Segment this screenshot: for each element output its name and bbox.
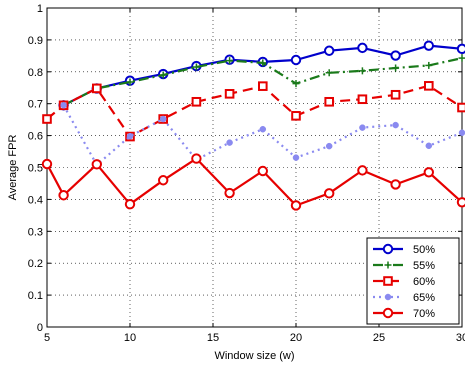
legend: 50% 55% 60% 65% 70% (366, 237, 460, 325)
data-point (258, 81, 268, 91)
data-point (324, 45, 335, 56)
data-point (159, 115, 167, 123)
data-point (458, 129, 465, 136)
data-point (456, 197, 465, 208)
data-point (259, 59, 267, 67)
data-point (191, 96, 202, 107)
x-tick-label: 30 (456, 332, 465, 344)
data-point (384, 261, 392, 269)
x-tick-label: 20 (290, 332, 302, 344)
data-point (425, 142, 433, 150)
series-line (46, 84, 463, 138)
series-0 (58, 40, 465, 111)
data-point (358, 67, 366, 75)
data-point (325, 69, 333, 77)
data-point (126, 132, 134, 140)
data-point (392, 121, 399, 129)
data-point (456, 43, 465, 55)
y-tick-label: 1 (37, 3, 43, 15)
series-line (63, 44, 463, 107)
data-point (259, 125, 267, 133)
data-point (192, 63, 200, 71)
series-lines (41, 40, 465, 211)
x-tick-label: 25 (373, 332, 385, 344)
data-point (257, 165, 268, 177)
y-tick-label: 0.5 (28, 163, 43, 175)
y-tick-label: 0.6 (28, 131, 43, 143)
data-point (60, 102, 67, 109)
series-4 (41, 153, 465, 211)
data-point (359, 124, 366, 131)
y-tick-label: 0.4 (28, 194, 43, 206)
data-point (382, 243, 394, 255)
y-tick-label: 0.8 (28, 67, 43, 79)
data-point (224, 187, 235, 199)
data-point (58, 190, 69, 201)
data-point (357, 94, 368, 105)
data-point (357, 165, 368, 176)
legend-item: 65% (373, 292, 435, 304)
data-point (457, 102, 465, 113)
data-point (324, 96, 334, 107)
y-tick-label: 0.7 (28, 99, 43, 111)
data-point (324, 188, 335, 199)
data-point (290, 54, 302, 66)
data-point (384, 293, 392, 301)
legend-item: 70% (373, 307, 435, 320)
data-point (423, 40, 434, 51)
legend-label: 65% (413, 292, 435, 304)
data-point (191, 153, 202, 164)
x-tick-label: 15 (207, 332, 219, 344)
data-point (458, 54, 465, 62)
data-point (383, 276, 393, 286)
y-tick-label: 0.3 (28, 226, 43, 238)
data-point (424, 81, 434, 91)
legend-item: 60% (373, 276, 435, 288)
data-point (124, 198, 136, 210)
legend-label: 70% (413, 308, 435, 320)
data-point (41, 158, 53, 170)
x-tick-label: 10 (124, 332, 136, 344)
data-point (357, 42, 368, 54)
x-axis-label: Window size (w) (214, 350, 294, 362)
series-line (62, 104, 463, 166)
data-point (291, 111, 301, 121)
data-point (159, 71, 167, 79)
data-point (42, 114, 52, 124)
data-point (392, 64, 400, 72)
data-point (390, 89, 401, 100)
data-point (226, 139, 233, 146)
y-tick-label: 0 (37, 322, 43, 334)
data-point (423, 167, 434, 178)
series-line (46, 157, 463, 207)
data-point (390, 179, 401, 190)
data-point (158, 175, 169, 186)
y-tick-label: 0.2 (28, 258, 43, 270)
data-point (390, 50, 401, 61)
legend-item: 50% (373, 243, 435, 256)
data-point (224, 89, 235, 99)
data-point (292, 154, 300, 161)
data-point (92, 83, 102, 94)
y-tick-label: 0.1 (28, 290, 43, 302)
series-2 (42, 81, 465, 142)
data-point (226, 57, 234, 65)
data-point (325, 142, 333, 150)
legend-label: 55% (413, 260, 435, 272)
legend-item: 55% (373, 260, 435, 272)
y-axis-label: Average FPR (7, 135, 19, 201)
legend-label: 50% (413, 244, 435, 256)
x-tick-label: 5 (44, 332, 50, 344)
y-tick-label: 0.9 (28, 35, 43, 47)
data-point (91, 159, 103, 170)
data-point (126, 78, 134, 86)
axis-ticks: 5 10 15 20 25 30 0 0.1 0.2 0.3 0.4 0.5 0.6 0.7 0.8 0.9 1 (28, 3, 465, 344)
data-point (382, 307, 394, 319)
data-point (290, 200, 302, 211)
series-3 (60, 102, 465, 169)
data-point (425, 61, 433, 69)
legend-label: 60% (413, 276, 435, 288)
data-point (292, 80, 300, 88)
